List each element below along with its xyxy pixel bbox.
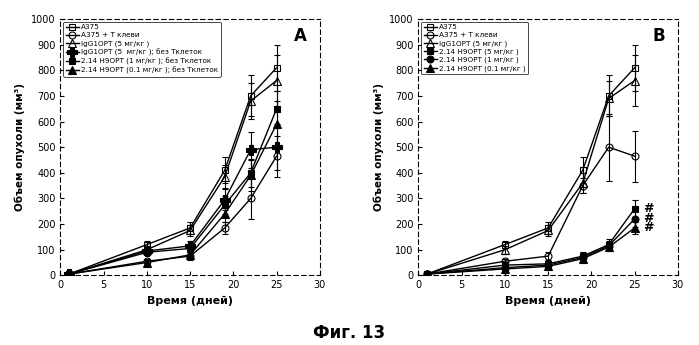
Text: A: A	[294, 27, 307, 45]
X-axis label: Время (дней): Время (дней)	[505, 296, 591, 306]
Legend: A375, A375 + T клеви, IgG1OPT (5 мг/кг ), 2.14 H9OPT (5 мг/кг ), 2.14 H9OPT (1 м: A375, A375 + T клеви, IgG1OPT (5 мг/кг )…	[421, 22, 528, 74]
Text: Фиг. 13: Фиг. 13	[313, 324, 386, 342]
Text: #: #	[643, 213, 654, 225]
Text: #: #	[643, 221, 654, 235]
Text: #: #	[643, 202, 654, 215]
X-axis label: Время (дней): Время (дней)	[147, 296, 233, 306]
Y-axis label: Объем опухоли (мм³): Объем опухоли (мм³)	[15, 83, 25, 211]
Legend: A375, A375 + T клеви, IgG1OPT (5 мг/кг ), IgG1OPT (5  мг/кг ); без Тклеток, 2.14: A375, A375 + T клеви, IgG1OPT (5 мг/кг )…	[64, 22, 221, 77]
Text: B: B	[652, 27, 665, 45]
Y-axis label: Объем опухоли (мм³): Объем опухоли (мм³)	[373, 83, 384, 211]
